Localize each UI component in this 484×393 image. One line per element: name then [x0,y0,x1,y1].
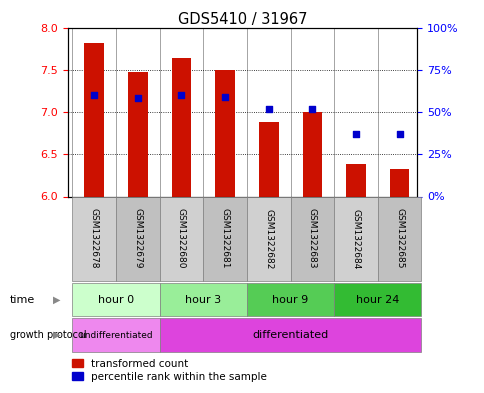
Bar [377,196,421,281]
Bar [333,283,421,316]
Bar [215,70,234,196]
Bar [203,196,246,281]
Bar [116,196,159,281]
Point [134,95,141,102]
Bar [171,58,191,196]
Bar [333,196,377,281]
Point [351,131,359,137]
Bar [159,196,203,281]
Point [264,105,272,112]
Text: time: time [10,295,35,305]
Text: ▶: ▶ [53,330,60,340]
Bar [72,196,116,281]
Text: GSM1322680: GSM1322680 [177,209,185,269]
Point [395,131,403,137]
Text: GSM1322683: GSM1322683 [307,209,316,269]
Bar [72,283,159,316]
Text: GSM1322679: GSM1322679 [133,209,142,269]
Bar [302,112,321,196]
Text: GSM1322681: GSM1322681 [220,209,229,269]
Legend: transformed count, percentile rank within the sample: transformed count, percentile rank withi… [68,354,271,386]
Bar [72,318,159,352]
Bar [258,122,278,196]
Bar [159,283,246,316]
Text: ▶: ▶ [53,295,60,305]
Text: hour 9: hour 9 [272,295,308,305]
Text: growth protocol: growth protocol [10,330,86,340]
Bar [246,196,290,281]
Text: GDS5410 / 31967: GDS5410 / 31967 [177,12,307,27]
Bar [128,72,147,196]
Bar [246,283,333,316]
Text: GSM1322685: GSM1322685 [394,209,403,269]
Point [90,92,98,98]
Bar [389,169,408,196]
Text: hour 3: hour 3 [185,295,221,305]
Text: hour 24: hour 24 [355,295,399,305]
Text: GSM1322682: GSM1322682 [264,209,272,269]
Bar [159,318,421,352]
Point [308,105,316,112]
Bar [290,196,333,281]
Point [221,94,228,100]
Bar [346,164,365,196]
Text: GSM1322684: GSM1322684 [351,209,360,269]
Text: differentiated: differentiated [252,330,328,340]
Text: undifferentiated: undifferentiated [79,331,152,340]
Text: GSM1322678: GSM1322678 [90,209,98,269]
Point [177,92,185,98]
Bar [84,43,104,196]
Text: hour 0: hour 0 [98,295,134,305]
